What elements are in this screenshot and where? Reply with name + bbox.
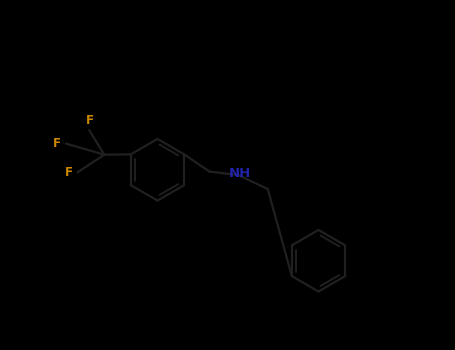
- Text: F: F: [65, 166, 73, 179]
- Text: F: F: [86, 114, 94, 127]
- Text: F: F: [53, 137, 61, 150]
- Text: NH: NH: [228, 167, 251, 180]
